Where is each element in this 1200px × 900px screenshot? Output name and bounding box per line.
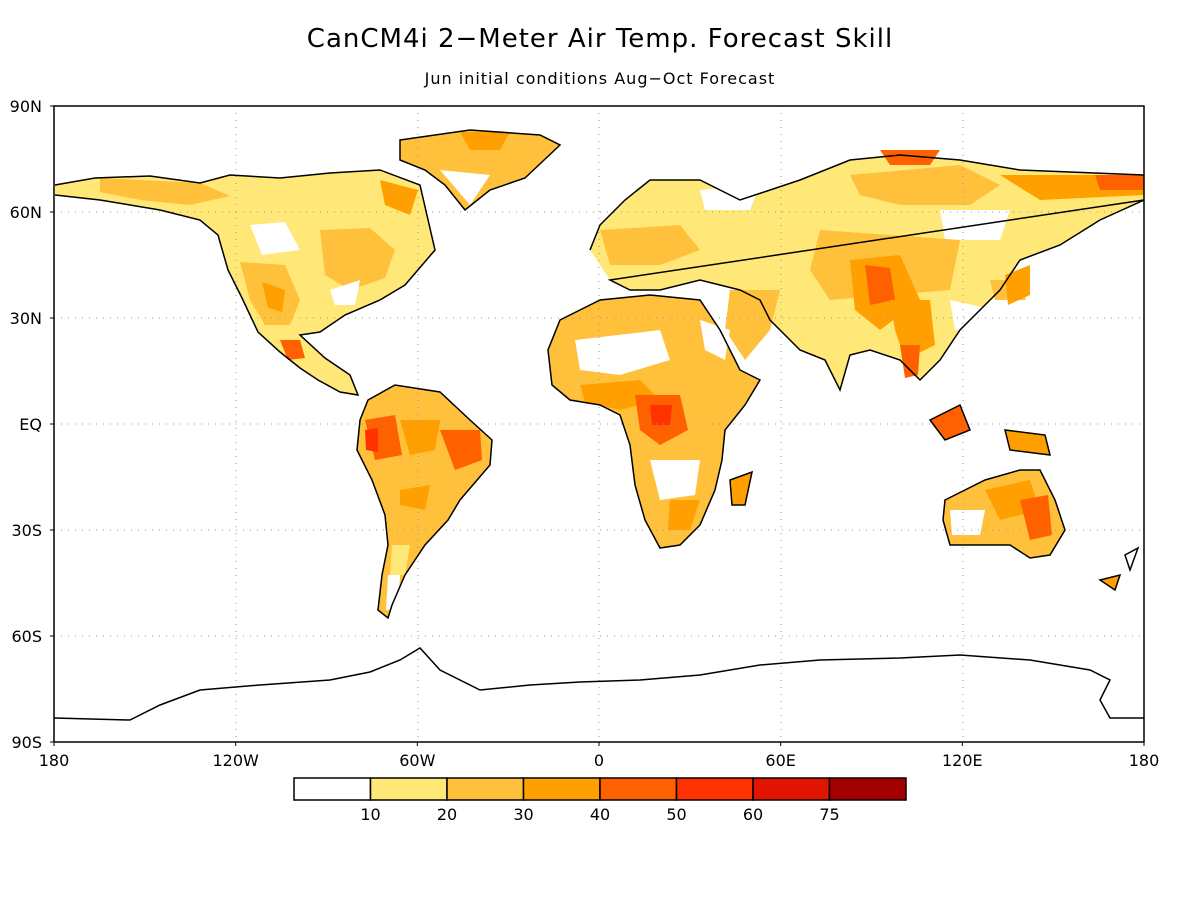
lon-tick-label: 120W: [212, 751, 259, 770]
colorbar-label: 50: [666, 805, 686, 824]
coastlines: [54, 129, 1144, 721]
colorbar-swatch: [293, 777, 372, 801]
chart-subtitle: Jun initial conditions Aug−Oct Forecast: [424, 69, 776, 88]
colorbar: 10 20 30 40 50 60 75: [293, 777, 907, 824]
colorbar-swatch: [522, 777, 601, 801]
north-america-skill: [55, 170, 435, 395]
chart-title: CanCM4i 2−Meter Air Temp. Forecast Skill: [306, 24, 894, 54]
colorbar-swatch: [369, 777, 448, 801]
colorbar-label: 10: [360, 805, 380, 824]
colorbar-swatch: [599, 777, 678, 801]
colorbar-swatch: [446, 777, 525, 801]
lat-tick-label: 30S: [11, 521, 42, 540]
colorbar-swatch: [675, 777, 754, 801]
lat-tick-label: 60N: [10, 203, 42, 222]
colorbar-label: 40: [590, 805, 610, 824]
lon-tick-label: 60W: [399, 751, 435, 770]
colorbar-label: 20: [437, 805, 457, 824]
lon-tick-label: 0: [594, 751, 604, 770]
longitude-labels: 180 120W 60W 0 60E 120E 180: [39, 742, 1160, 770]
lat-tick-label: 30N: [10, 309, 42, 328]
lat-tick-label: EQ: [19, 415, 42, 434]
grid-lines: [54, 106, 1144, 742]
lon-tick-label: 60E: [765, 751, 795, 770]
skill-field: [55, 130, 1144, 618]
colorbar-label: 75: [819, 805, 839, 824]
colorbar-label: 30: [513, 805, 533, 824]
lat-tick-label: 90S: [11, 733, 42, 752]
colorbar-swatch: [828, 777, 907, 801]
lon-tick-label: 180: [39, 751, 70, 770]
colorbar-swatch: [752, 777, 831, 801]
colorbar-label: 60: [743, 805, 763, 824]
latitude-labels: 90N 60N 30N EQ 30S 60S 90S: [10, 97, 54, 752]
lat-tick-label: 90N: [10, 97, 42, 116]
lon-tick-label: 120E: [942, 751, 983, 770]
lon-tick-label: 180: [1129, 751, 1160, 770]
lat-tick-label: 60S: [11, 627, 42, 646]
greenland-skill: [400, 130, 560, 210]
